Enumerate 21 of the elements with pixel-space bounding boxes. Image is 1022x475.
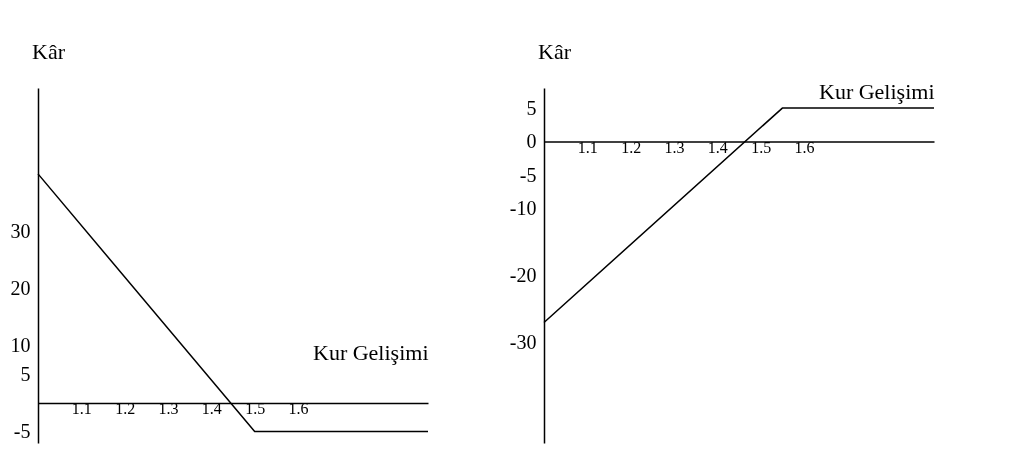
x-tick-label: 1.5	[751, 139, 772, 157]
x-tick-label: 1.6	[794, 139, 815, 157]
y-tick-label: -30	[509, 331, 537, 354]
x-axis-title: Kur Gelişimi	[313, 340, 429, 366]
y-tick-label: 30	[10, 219, 31, 242]
x-tick-label: 1.3	[664, 139, 685, 157]
y-tick-label: 20	[10, 276, 31, 299]
y-tick-label: -20	[509, 264, 537, 287]
y-tick-label: 10	[10, 334, 31, 357]
y-tick-label: 5	[20, 362, 31, 385]
x-tick-label: 1.2	[621, 139, 642, 157]
y-axis-title: Kâr	[32, 38, 66, 64]
x-axis-title: Kur Gelişimi	[819, 79, 935, 105]
x-tick-label: 1.4	[707, 139, 728, 157]
y-tick-label: -10	[509, 197, 537, 220]
x-tick-label: 1.1	[577, 139, 598, 157]
y-tick-label: -5	[13, 420, 31, 443]
y-tick-label: -5	[519, 163, 537, 186]
y-axis-title: Kâr	[538, 38, 572, 64]
y-tick-label: 5	[526, 96, 537, 119]
y-tick-label: 0	[526, 130, 537, 153]
